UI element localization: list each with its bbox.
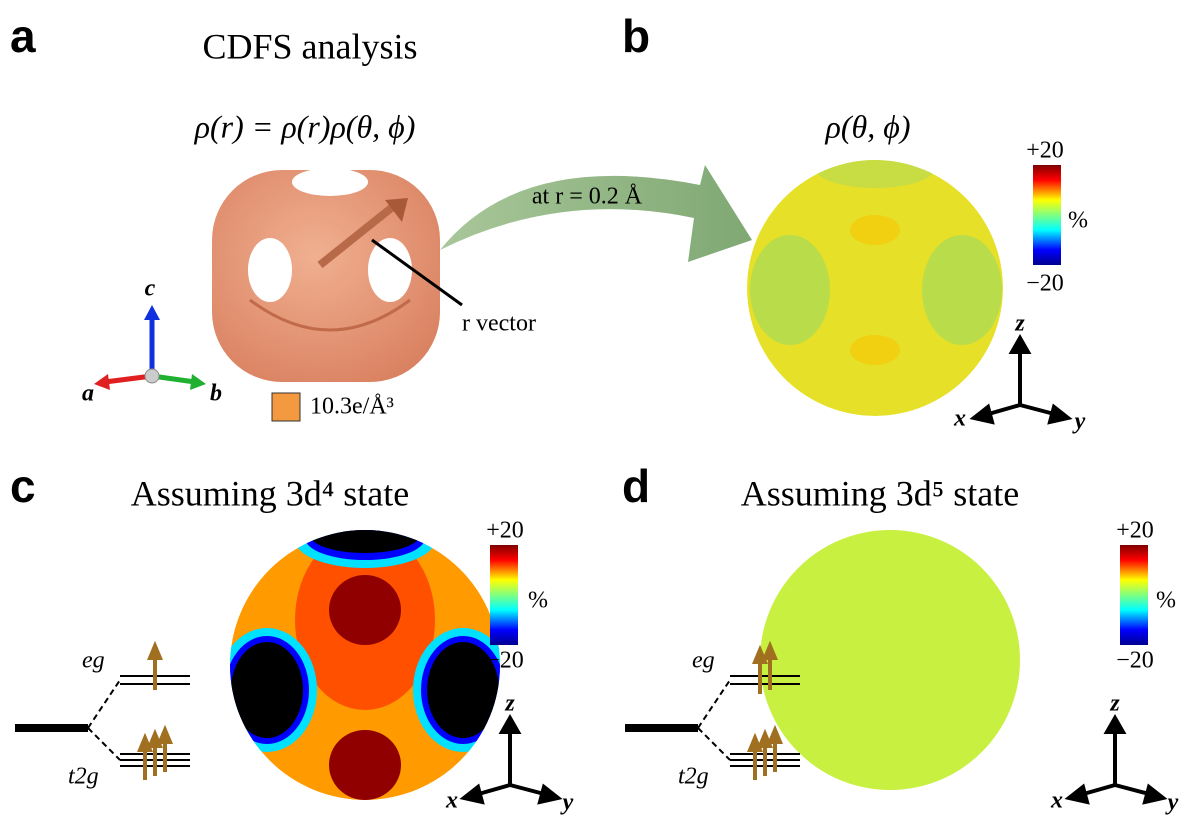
level-label: eg bbox=[692, 648, 715, 674]
axis-label: z bbox=[504, 691, 515, 717]
axes-xyz-part bbox=[1050, 407, 1068, 422]
colorbar-min: −20 bbox=[1116, 648, 1154, 674]
panel-c: c Assuming 3d⁴ state +20 % −20 eg t2g bbox=[10, 460, 574, 815]
axes-xyz bbox=[1069, 718, 1163, 802]
energy-diagram-part-part bbox=[140, 738, 150, 750]
panel-title: Assuming 3d⁵ state bbox=[741, 473, 1020, 513]
energy-diagram-part-part bbox=[770, 730, 780, 742]
axis-label: c bbox=[145, 276, 156, 302]
axis-label: z bbox=[1109, 691, 1120, 717]
colorbar bbox=[1120, 545, 1148, 645]
axes-xyz-part bbox=[540, 787, 558, 802]
panel-label: b bbox=[622, 10, 650, 62]
axis-label: z bbox=[1014, 311, 1025, 337]
axes-abc-part bbox=[145, 369, 159, 383]
axes-xyz-part bbox=[974, 407, 992, 422]
arrow bbox=[440, 165, 752, 262]
sphere-part bbox=[231, 642, 303, 738]
sphere bbox=[760, 530, 1020, 790]
energy-diagram-part bbox=[88, 728, 120, 760]
colorbar bbox=[490, 545, 518, 645]
axis-label: b bbox=[210, 381, 222, 407]
sphere-part bbox=[310, 517, 420, 553]
level-label: t2g bbox=[678, 764, 709, 790]
colorbar-max: +20 bbox=[486, 518, 524, 544]
axes-abc-part bbox=[190, 374, 206, 390]
energy-diagram-part-part bbox=[760, 734, 770, 746]
sphere bbox=[747, 148, 1003, 416]
axis-label: a bbox=[82, 381, 94, 407]
colorbar-unit: % bbox=[1156, 588, 1176, 614]
isosurface-cage-part bbox=[292, 168, 368, 196]
axes-xyz-part bbox=[1012, 338, 1028, 352]
isosurface-cage-part bbox=[248, 238, 292, 302]
panel-title: CDFS analysis bbox=[202, 26, 417, 66]
axes-xyz-part bbox=[1069, 787, 1087, 802]
axis-label: y bbox=[1165, 790, 1179, 816]
colorbar-min: −20 bbox=[486, 648, 524, 674]
axes-abc-part bbox=[94, 374, 110, 390]
legend-swatch bbox=[272, 393, 300, 421]
energy-diagram-part bbox=[698, 728, 730, 760]
panel-label: d bbox=[622, 460, 650, 512]
energy-diagram-part-part bbox=[750, 738, 760, 750]
energy-diagram-part bbox=[698, 680, 730, 728]
colorbar-max: +20 bbox=[1116, 518, 1154, 544]
formula: ρ(r) = ρ(r)ρ(θ, ϕ) bbox=[194, 108, 416, 144]
axis-label: y bbox=[1072, 409, 1086, 435]
vector-label: r vector bbox=[462, 311, 536, 337]
energy-diagram-part-part bbox=[150, 734, 160, 746]
sphere-part bbox=[850, 215, 900, 245]
axis-label: y bbox=[560, 790, 574, 816]
axes-xyz-part bbox=[502, 718, 518, 732]
level-label: eg bbox=[82, 648, 105, 674]
sphere-part bbox=[922, 235, 1002, 345]
colorbar bbox=[1033, 165, 1061, 265]
panel-label: c bbox=[10, 460, 36, 512]
legend-label: 10.3e/Å³ bbox=[310, 394, 394, 420]
isosurface-cage-part bbox=[368, 238, 412, 302]
colorbar-min: −20 bbox=[1026, 271, 1064, 297]
level-label: t2g bbox=[68, 764, 99, 790]
colorbar-unit: % bbox=[1068, 208, 1088, 234]
axis-label: x bbox=[445, 788, 458, 814]
formula: ρ(θ, ϕ) bbox=[825, 108, 911, 144]
energy-diagram-part-part bbox=[160, 730, 170, 742]
energy-diagram-part bbox=[88, 680, 120, 728]
sphere-part bbox=[329, 575, 401, 645]
energy-diagram-part bbox=[140, 646, 170, 780]
panel-d: d Assuming 3d⁵ state +20 % −20 eg t2g z … bbox=[622, 460, 1179, 815]
axis-label: x bbox=[953, 406, 966, 432]
axis-label: x bbox=[1050, 788, 1063, 814]
axes-xyz bbox=[974, 338, 1068, 422]
panel-b: b ρ(θ, ϕ) +20 % −20 z x y bbox=[622, 10, 1088, 434]
sphere-part bbox=[329, 730, 401, 800]
arrow-label: at r = 0.2 Å bbox=[532, 184, 643, 210]
sphere-part bbox=[750, 235, 830, 345]
colorbar-max: +20 bbox=[1026, 138, 1064, 164]
panel-label: a bbox=[10, 10, 36, 62]
figure: a CDFS analysis ρ(r) = ρ(r)ρ(θ, ϕ) at r … bbox=[0, 0, 1194, 827]
panel-title: Assuming 3d⁴ state bbox=[131, 473, 410, 513]
panel-a: a CDFS analysis ρ(r) = ρ(r)ρ(θ, ϕ) at r … bbox=[10, 10, 752, 421]
sphere-part bbox=[815, 148, 935, 188]
axes-abc bbox=[94, 305, 206, 390]
energy-diagram-part-part bbox=[150, 646, 160, 658]
axes-xyz-part bbox=[1107, 718, 1123, 732]
isosurface-cage bbox=[212, 168, 440, 382]
colorbar-unit: % bbox=[528, 588, 548, 614]
axes-xyz-part bbox=[1145, 787, 1163, 802]
sphere-part bbox=[850, 335, 900, 365]
axes-abc-part bbox=[144, 305, 160, 320]
sphere bbox=[217, 512, 513, 800]
axes-xyz-part bbox=[464, 787, 482, 802]
